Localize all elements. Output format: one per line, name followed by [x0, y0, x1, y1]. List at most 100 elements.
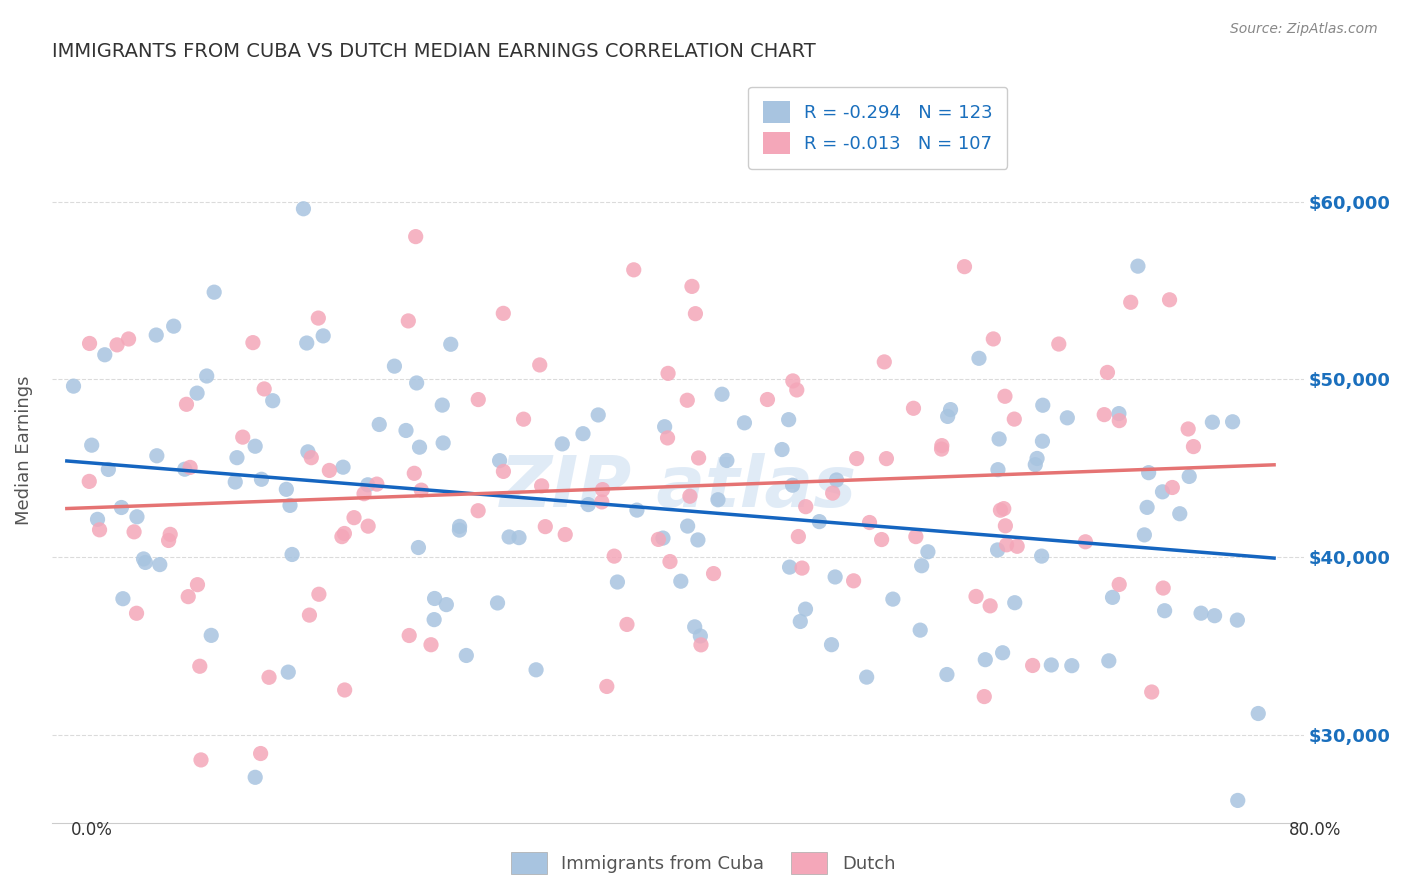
Immigrants from Cuba [332, 460, 354, 475]
Immigrants from Cuba [250, 472, 273, 486]
Immigrants from Cuba [586, 408, 609, 422]
Dutch [186, 577, 208, 591]
Immigrants from Cuba [440, 337, 463, 351]
Dutch [875, 451, 897, 466]
Dutch [647, 533, 669, 547]
Dutch [870, 533, 893, 547]
Dutch [249, 747, 271, 761]
Dutch [1108, 577, 1130, 591]
Dutch [679, 489, 702, 503]
Immigrants from Cuba [432, 436, 454, 450]
Dutch [904, 530, 927, 544]
Dutch [79, 336, 101, 351]
Immigrants from Cuba [297, 445, 319, 459]
Dutch [965, 590, 987, 604]
Immigrants from Cuba [654, 419, 676, 434]
Dutch [596, 680, 619, 694]
Immigrants from Cuba [1126, 259, 1149, 273]
Immigrants from Cuba [936, 409, 959, 424]
Immigrants from Cuba [281, 548, 304, 562]
Dutch [782, 374, 804, 388]
Immigrants from Cuba [911, 558, 934, 573]
Dutch [467, 392, 489, 407]
Immigrants from Cuba [173, 462, 195, 476]
Dutch [1047, 337, 1070, 351]
Dutch [1108, 414, 1130, 428]
Dutch [842, 574, 865, 588]
Immigrants from Cuba [295, 336, 318, 351]
Immigrants from Cuba [987, 463, 1010, 477]
Dutch [873, 355, 896, 369]
Immigrants from Cuba [1056, 410, 1078, 425]
Dutch [89, 523, 111, 537]
Dutch [157, 533, 180, 548]
Immigrants from Cuba [86, 512, 108, 526]
Dutch [787, 530, 810, 544]
Immigrants from Cuba [276, 483, 298, 497]
Dutch [1002, 412, 1025, 426]
Immigrants from Cuba [770, 442, 793, 457]
Dutch [623, 263, 645, 277]
Immigrants from Cuba [224, 475, 246, 489]
Immigrants from Cuba [935, 667, 957, 681]
Immigrants from Cuba [917, 545, 939, 559]
Immigrants from Cuba [572, 426, 595, 441]
Immigrants from Cuba [1201, 415, 1223, 429]
Dutch [257, 670, 280, 684]
Immigrants from Cuba [202, 285, 225, 300]
Dutch [404, 467, 426, 481]
Immigrants from Cuba [1026, 451, 1049, 466]
Dutch [176, 397, 198, 411]
Text: 0.0%: 0.0% [70, 821, 112, 838]
Immigrants from Cuba [134, 556, 156, 570]
Immigrants from Cuba [1133, 528, 1156, 542]
Dutch [931, 439, 953, 453]
Dutch [405, 229, 427, 244]
Dutch [159, 527, 181, 541]
Dutch [298, 608, 321, 623]
Immigrants from Cuba [277, 665, 299, 680]
Immigrants from Cuba [974, 653, 997, 667]
Dutch [343, 510, 366, 524]
Immigrants from Cuba [789, 615, 811, 629]
Immigrants from Cuba [408, 440, 430, 454]
Dutch [530, 479, 553, 493]
Immigrants from Cuba [1031, 549, 1053, 563]
Immigrants from Cuba [824, 570, 846, 584]
Dutch [1182, 440, 1205, 454]
Dutch [125, 607, 148, 621]
Immigrants from Cuba [939, 402, 962, 417]
Dutch [299, 450, 322, 465]
Immigrants from Cuba [676, 519, 699, 533]
Immigrants from Cuba [488, 453, 510, 467]
Dutch [253, 382, 276, 396]
Dutch [786, 383, 808, 397]
Dutch [1152, 581, 1174, 595]
Dutch [591, 495, 613, 509]
Dutch [681, 279, 703, 293]
Immigrants from Cuba [146, 449, 169, 463]
Immigrants from Cuba [456, 648, 478, 663]
Immigrants from Cuba [408, 541, 430, 555]
Legend: Immigrants from Cuba, Dutch: Immigrants from Cuba, Dutch [502, 843, 904, 883]
Immigrants from Cuba [1189, 606, 1212, 620]
Dutch [242, 335, 264, 350]
Immigrants from Cuba [987, 543, 1010, 558]
Dutch [994, 518, 1017, 533]
Dutch [756, 392, 779, 407]
Immigrants from Cuba [498, 530, 520, 544]
Dutch [554, 527, 576, 541]
Dutch [990, 503, 1012, 517]
Y-axis label: Median Earnings: Median Earnings [15, 376, 32, 525]
Immigrants from Cuba [707, 492, 730, 507]
Dutch [903, 401, 925, 416]
Dutch [105, 338, 128, 352]
Immigrants from Cuba [243, 439, 266, 453]
Text: ZIP atlas: ZIP atlas [499, 453, 856, 523]
Immigrants from Cuba [200, 628, 222, 642]
Dutch [179, 460, 201, 475]
Immigrants from Cuba [733, 416, 755, 430]
Immigrants from Cuba [1153, 604, 1175, 618]
Dutch [1159, 293, 1181, 307]
Dutch [1177, 422, 1199, 436]
